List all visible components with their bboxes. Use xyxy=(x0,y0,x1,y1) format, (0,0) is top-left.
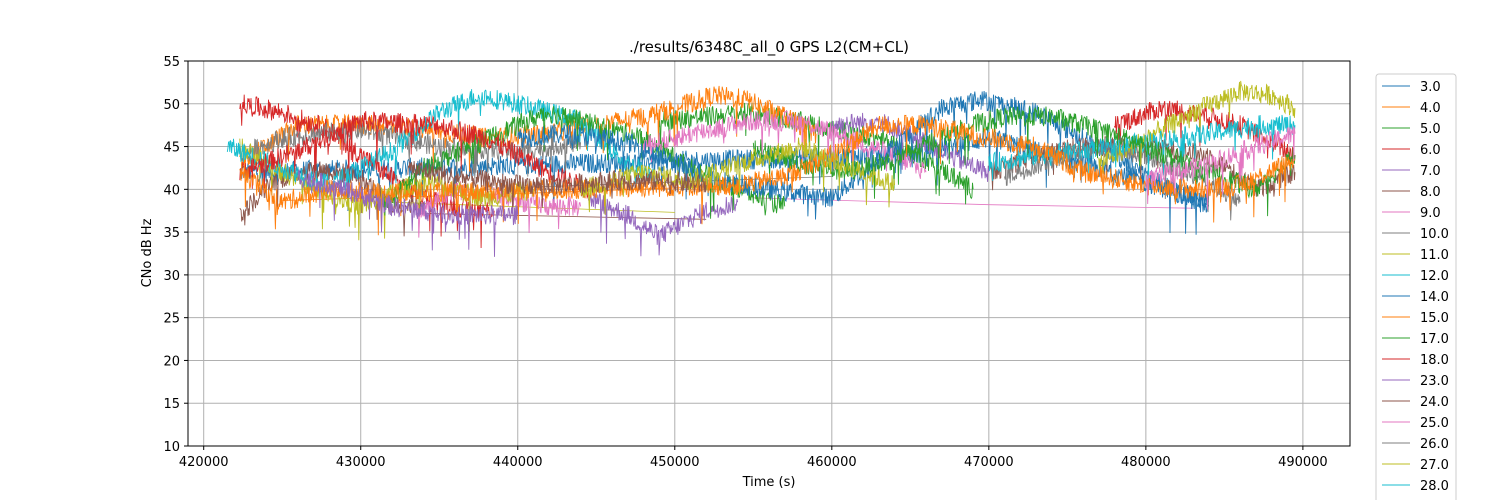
y-tick-label: 55 xyxy=(163,55,180,70)
series-line xyxy=(587,191,739,257)
series-line xyxy=(517,91,982,220)
y-tick-label: 40 xyxy=(163,183,180,198)
legend-label: 23.0 xyxy=(1420,374,1449,389)
x-tick-label: 460000 xyxy=(807,455,857,470)
y-tick-label: 15 xyxy=(163,397,180,412)
y-tick-label: 50 xyxy=(163,98,180,113)
series-lines xyxy=(226,80,1296,257)
y-tick-label: 35 xyxy=(163,226,180,241)
series-line xyxy=(1145,126,1296,210)
x-axis-ticks: 420000 430000 440000 450000 460000 470000 4800… xyxy=(179,446,1328,470)
series-line xyxy=(580,137,896,215)
series-line xyxy=(239,111,589,200)
series-line xyxy=(239,158,424,237)
legend-label: 14.0 xyxy=(1420,290,1449,305)
y-axis-ticks: 10 15 20 25 30 35 40 45 50 55 xyxy=(163,55,188,455)
x-tick-label: 480000 xyxy=(1121,455,1171,470)
legend-label: 7.0 xyxy=(1420,164,1441,179)
series-line xyxy=(297,169,519,257)
series-line xyxy=(415,181,582,238)
legend-frame xyxy=(1375,73,1457,500)
legend-label: 11.0 xyxy=(1420,248,1449,263)
legend-label: 28.0 xyxy=(1420,479,1449,494)
legend-label: 17.0 xyxy=(1420,332,1449,347)
legend-label: 3.0 xyxy=(1420,80,1441,95)
y-axis-label: CNo dB Hz xyxy=(140,218,155,287)
y-tick-label: 45 xyxy=(163,141,180,156)
series-line xyxy=(642,110,927,179)
legend-label: 25.0 xyxy=(1420,416,1449,431)
x-tick-label: 490000 xyxy=(1278,455,1328,470)
legend-label: 24.0 xyxy=(1420,395,1449,410)
legend-label: 6.0 xyxy=(1420,143,1441,158)
x-axis-label: Time (s) xyxy=(742,475,796,490)
y-tick-label: 25 xyxy=(163,312,180,327)
y-tick-label: 30 xyxy=(163,269,180,284)
legend-label: 10.0 xyxy=(1420,227,1449,242)
x-tick-label: 420000 xyxy=(179,455,229,470)
legend-label: 9.0 xyxy=(1420,206,1441,221)
legend-label: 26.0 xyxy=(1420,437,1449,452)
legend-label: 27.0 xyxy=(1420,458,1449,473)
y-tick-label: 10 xyxy=(163,440,180,455)
series-line xyxy=(239,114,1296,236)
series-line xyxy=(407,161,707,215)
legend-label: 5.0 xyxy=(1420,122,1441,137)
legend-label: 8.0 xyxy=(1420,185,1441,200)
legend-label: 12.0 xyxy=(1420,269,1449,284)
y-tick-label: 20 xyxy=(163,354,180,369)
chart-title: ./results/6348C_all_0 GPS L2(CM+CL) xyxy=(629,38,909,57)
legend-label: 18.0 xyxy=(1420,353,1449,368)
series-line xyxy=(831,112,990,182)
plot-frame xyxy=(187,60,1351,447)
legend: 3.0 4.0 5.0 6.0 7.0 8.0 9.0 10.0 11.0 12.0 14.0 15.… xyxy=(1375,73,1457,500)
x-tick-label: 440000 xyxy=(493,455,543,470)
legend-label: 4.0 xyxy=(1420,101,1441,116)
legend-label: 15.0 xyxy=(1420,311,1449,326)
x-tick-label: 450000 xyxy=(650,455,700,470)
x-tick-label: 470000 xyxy=(964,455,1014,470)
x-tick-label: 430000 xyxy=(336,455,386,470)
legend-items: 3.0 4.0 5.0 6.0 7.0 8.0 9.0 10.0 11.0 12.0 14.0 15.… xyxy=(1382,80,1449,494)
series-line xyxy=(595,85,817,158)
